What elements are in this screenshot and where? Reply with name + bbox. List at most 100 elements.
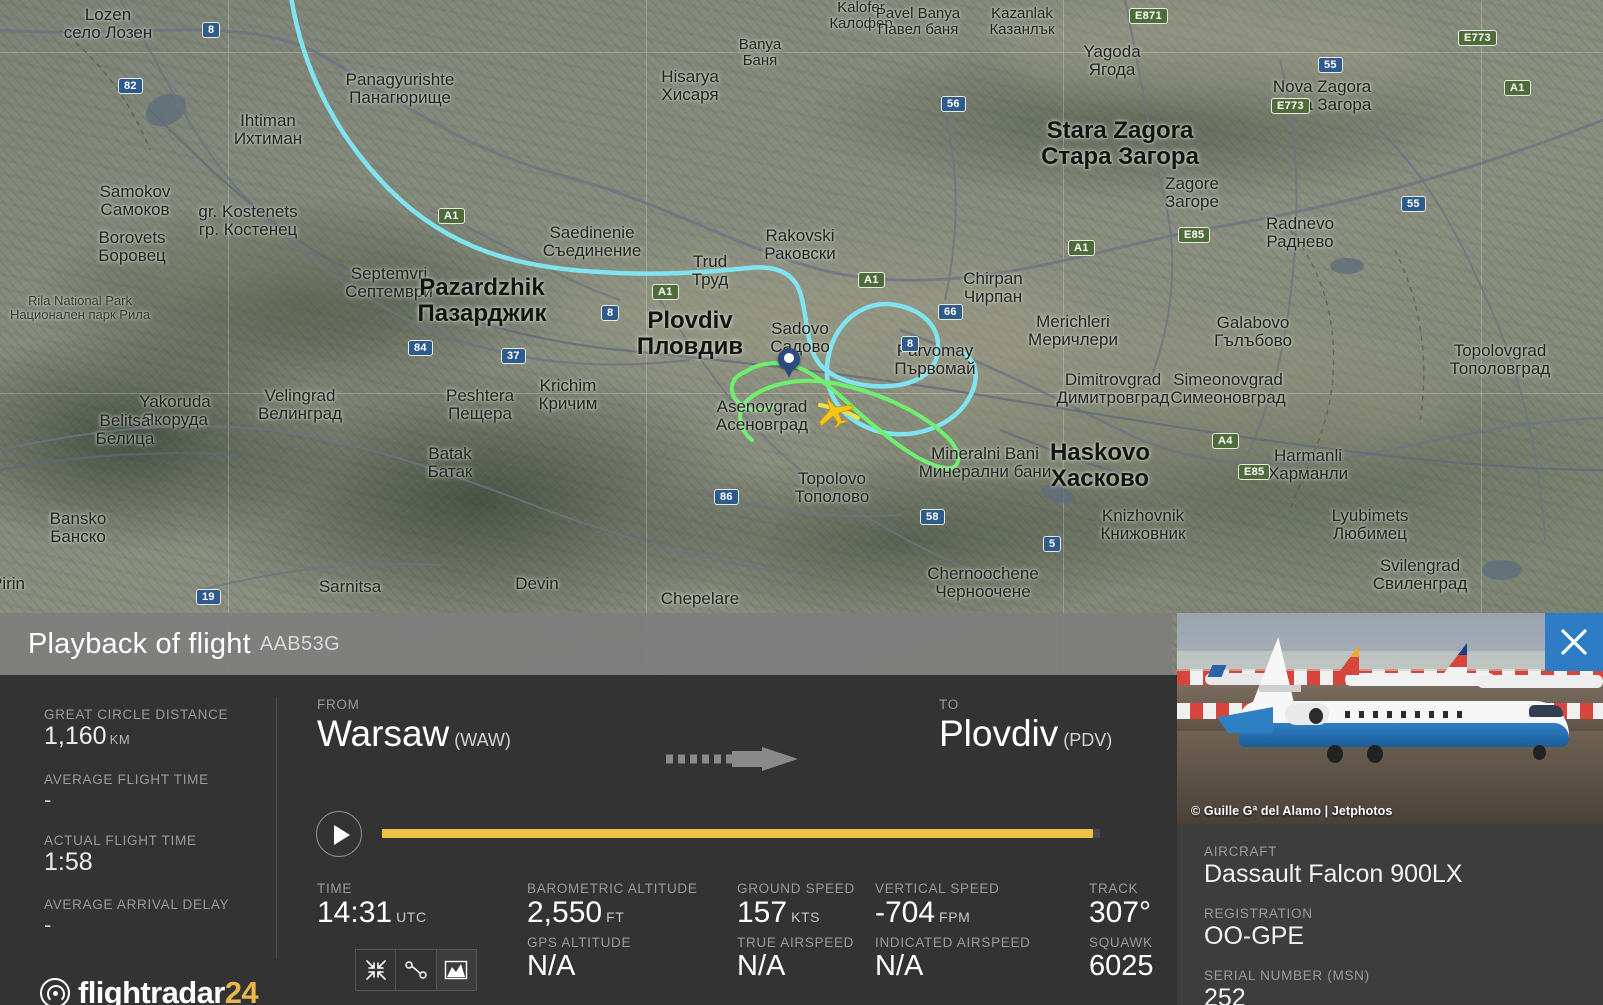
background-aircraft: [1205, 673, 1275, 685]
map-label: Galabovo Гълъбово: [1214, 313, 1292, 351]
engine-intake: [1309, 708, 1323, 724]
serial-value: 252: [1204, 983, 1246, 1005]
aircraft-marker[interactable]: [814, 394, 854, 433]
telemetry-altitude: BAROMETRIC ALTITUDE 2,550 FT GPS ALTITUDE…: [527, 881, 698, 983]
altitude-chart-button[interactable]: [436, 950, 476, 990]
map-label: Chirpan Чирпан: [963, 269, 1023, 307]
dashed-arrow-right-icon: [662, 747, 802, 771]
play-button[interactable]: [316, 811, 362, 857]
stat-value: 1,160 KM: [44, 722, 131, 750]
destination-city: Plovdiv (PDV): [939, 713, 1113, 754]
livery-stripe: [1239, 723, 1569, 747]
nose-gear: [1533, 745, 1546, 760]
flight-number: AAB53G: [259, 632, 341, 655]
flight-summary-column: GREAT CIRCLE DISTANCE 1,160 KM AVERAGE FL…: [0, 675, 277, 1005]
map-marker-pin[interactable]: [778, 348, 800, 378]
map-label: Saedinenie Съединение: [542, 223, 642, 261]
map-label: Samokov Самоков: [99, 182, 171, 220]
play-icon: [334, 825, 350, 845]
stat-average-arrival-delay: AVERAGE ARRIVAL DELAY -: [44, 897, 277, 937]
map-label: Merichleri Меричлери: [1028, 312, 1118, 350]
barometric-altitude-value: 2,550 FT: [527, 896, 625, 929]
map-label: Knizhovnik Книжовник: [1100, 506, 1186, 544]
road-shield: 5: [1043, 536, 1062, 552]
map-label: Lyubimets Любимец: [1331, 506, 1409, 544]
road-shield: E85: [1178, 227, 1211, 243]
map-label: Dimitrovgrad Димитровград: [1056, 370, 1170, 408]
registration-marking: [1259, 685, 1301, 692]
road-shield: 82: [118, 78, 143, 94]
time-label: TIME: [317, 881, 353, 896]
flightradar24-logo[interactable]: flightradar24: [40, 975, 259, 1005]
close-icon: [1561, 629, 1587, 655]
stat-label: AVERAGE ARRIVAL DELAY: [44, 897, 230, 913]
true-airspeed-value: N/A: [737, 949, 786, 982]
close-button[interactable]: [1545, 613, 1603, 671]
road-shield: 84: [408, 340, 433, 356]
map-label: Kazanlak Казанлък: [989, 5, 1055, 39]
logo-wordmark: flightradar24: [78, 975, 259, 1005]
plain-kazanlak: [1000, 0, 1420, 110]
track-label: TRACK: [1089, 881, 1139, 896]
road-shield: A1: [1504, 80, 1531, 96]
map-label: Peshtera Пещера: [445, 386, 515, 424]
map-label: Stara Zagora Стара Загора: [1041, 117, 1199, 170]
map-label: Pavel Banya Павел баня: [875, 5, 961, 39]
background-aircraft: [1345, 673, 1495, 686]
playback-scrubber[interactable]: [382, 825, 1253, 901]
background-aircraft: [1477, 675, 1603, 688]
map-label: Krichim Кричим: [538, 376, 598, 414]
road-shield: A1: [1068, 240, 1095, 256]
lake: [1482, 560, 1522, 580]
main-gear: [1327, 745, 1343, 763]
map-label: Hisarya Хисаря: [661, 67, 719, 105]
map-label: Yakoruda Якоруда: [139, 392, 211, 430]
map-label: Panagyurishte Панагюрище: [345, 70, 455, 108]
indicated-airspeed-label: INDICATED AIRSPEED: [875, 934, 1031, 950]
map-label: Ihtiman Ихтиман: [233, 111, 303, 149]
time-value: 14:31 UTC: [317, 896, 427, 929]
radar-icon: [40, 978, 70, 1005]
map-label: Rakovski Раковски: [764, 226, 836, 264]
panel-header: Playback of flight AAB53G: [0, 613, 1172, 675]
background-blur: [1177, 651, 1603, 671]
destination-airport[interactable]: TO Plovdiv (PDV): [939, 697, 1112, 754]
fit-to-screen-icon: [365, 960, 386, 980]
barometric-altitude-label: BAROMETRIC ALTITUDE: [527, 881, 698, 896]
stat-value: -: [44, 912, 52, 938]
telemetry-track: TRACK 307° SQUAWK 6025: [1089, 881, 1154, 983]
route-path-icon: [405, 961, 427, 979]
cabin-windows: [1345, 711, 1465, 718]
ground-speed-label: GROUND SPEED: [737, 881, 855, 896]
road-shield: A4: [1212, 433, 1239, 449]
route-row: FROM Warsaw (WAW) TO Plovdiv (PDV): [277, 675, 1177, 797]
aircraft-value: Dassault Falcon 900LX: [1204, 860, 1463, 888]
road-shield: A1: [652, 284, 679, 300]
photo-credit: © Guille Gª del Alamo | Jetphotos: [1191, 804, 1393, 818]
origin-airport[interactable]: FROM Warsaw (WAW): [317, 697, 511, 754]
stat-value: -: [44, 786, 52, 812]
fit-to-screen-button[interactable]: [356, 950, 397, 990]
map-label: Radnevo Раднево: [1265, 214, 1335, 252]
map-label: Devin: [515, 574, 559, 593]
true-airspeed-label: TRUE AIRSPEED: [737, 934, 855, 950]
aircraft-photo[interactable]: © Guille Gª del Alamo | Jetphotos: [1177, 613, 1603, 824]
stat-label: ACTUAL FLIGHT TIME: [44, 832, 197, 848]
aircraft-label: AIRCRAFT: [1204, 844, 1278, 859]
squawk-value: 6025: [1089, 949, 1154, 982]
road-shield: A1: [438, 208, 465, 224]
origin-label: FROM: [317, 697, 360, 712]
map-label: gr. Kostenets гр. Костенец: [198, 202, 298, 240]
panel-body: GREAT CIRCLE DISTANCE 1,160 KM AVERAGE FL…: [0, 675, 1253, 1005]
road-shield: 56: [941, 96, 966, 112]
map-label: Chepelare: [660, 589, 740, 608]
road-shield: 55: [1401, 196, 1426, 212]
map-label: Zagore Загоре: [1165, 174, 1219, 212]
map-view-buttons: [355, 949, 477, 991]
origin-city: Warsaw (WAW): [317, 713, 511, 754]
map-label: Banya Баня: [738, 36, 782, 70]
map-label: Plovdiv Пловдив: [636, 307, 744, 360]
route-path-button[interactable]: [396, 950, 437, 990]
